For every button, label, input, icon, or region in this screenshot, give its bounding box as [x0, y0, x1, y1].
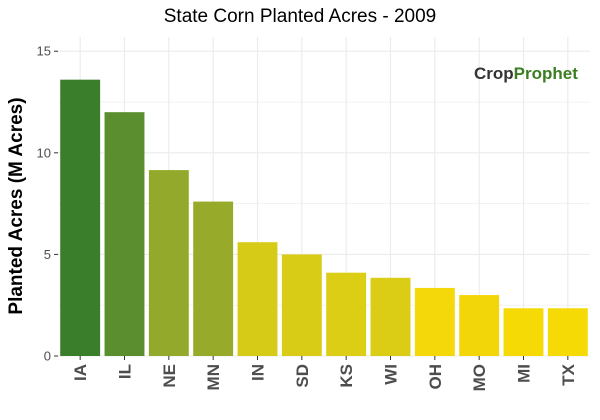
bar-sd: [281, 254, 322, 356]
bar-mi: [503, 308, 544, 356]
x-tick-label: TX: [559, 363, 578, 385]
bar-tx: [547, 308, 588, 356]
x-tick-label: MI: [515, 364, 534, 383]
svg-text:CropProphet: CropProphet: [474, 64, 578, 83]
x-axis: IA IL NE MN IN SD KS WI OH MO MI TX: [71, 356, 578, 391]
bar-il: [104, 112, 145, 356]
y-axis: 0 5 10 15: [37, 44, 58, 364]
bar-mo: [459, 295, 500, 356]
bar-wi: [370, 277, 411, 356]
bar-ne: [148, 170, 189, 356]
y-tick-label: 0: [44, 349, 51, 364]
cropprophet-logo: CropProphet: [474, 64, 578, 83]
bar-ks: [326, 272, 367, 356]
logo-text-prophet: Prophet: [514, 64, 579, 83]
x-tick-label: IL: [116, 364, 135, 379]
x-tick-label: WI: [382, 364, 401, 385]
y-tick-label: 10: [37, 145, 51, 160]
x-tick-label: OH: [426, 364, 445, 390]
chart-title: State Corn Planted Acres - 2009: [163, 6, 437, 27]
bar-oh: [414, 287, 455, 356]
y-tick-label: 15: [37, 44, 51, 59]
x-tick-label: IN: [249, 364, 268, 381]
y-tick-label: 5: [44, 247, 51, 262]
bars-layer: [60, 79, 588, 356]
x-tick-label: MO: [470, 364, 489, 391]
bar-in: [237, 242, 278, 356]
logo-text-crop: Crop: [474, 64, 514, 83]
x-tick-label: SD: [293, 364, 312, 388]
x-tick-label: KS: [337, 364, 356, 388]
bar-mn: [193, 201, 234, 356]
bar-ia: [60, 79, 101, 356]
x-tick-label: IA: [71, 364, 90, 381]
x-tick-label: MN: [204, 364, 223, 390]
x-tick-label: NE: [160, 364, 179, 388]
